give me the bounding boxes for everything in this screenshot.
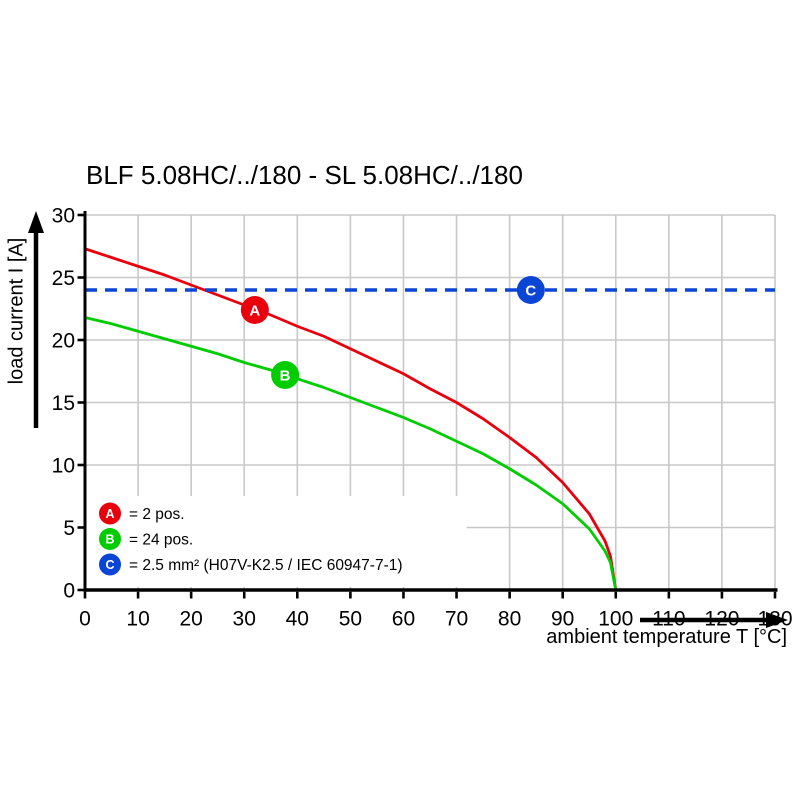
x-tick-label: 10 (126, 607, 149, 630)
marker-a-letter: A (249, 303, 260, 320)
legend-swatch-c-letter: C (105, 558, 114, 572)
chart-title: BLF 5.08HC/../180 - SL 5.08HC/../180 (86, 160, 523, 190)
marker-b-letter: B (280, 368, 291, 385)
legend-swatch-b-letter: B (105, 533, 114, 547)
legend-label-b: = 24 pos. (129, 532, 193, 549)
y-tick-label: 20 (52, 330, 75, 353)
x-tick-label: 50 (339, 607, 362, 630)
x-tick-label: 60 (392, 607, 415, 630)
x-tick-label: 30 (233, 607, 256, 630)
y-tick-label: 30 (52, 205, 75, 228)
legend-swatch-b-icon (99, 528, 121, 550)
curve-b (84, 316, 618, 591)
legend-swatch-a-letter: A (105, 507, 114, 521)
y-axis-arrowhead-icon (28, 211, 44, 233)
legend-background (86, 496, 467, 587)
x-tick-label: 40 (286, 607, 309, 630)
x-axis-label: ambient temperature T [°C] (546, 626, 787, 648)
y-axis-label: load current I [A] (5, 237, 28, 385)
curve-a (84, 247, 618, 591)
y-tick-label: 25 (52, 267, 75, 290)
marker-a-icon (240, 296, 269, 324)
legend-label-c: = 2.5 mm² (H07V-K2.5 / IEC 60947-7-1) (129, 557, 403, 574)
marker-c-icon (516, 276, 545, 304)
y-tick-label: 0 (63, 580, 75, 603)
x-tick-label: 0 (79, 607, 91, 630)
x-tick-label: 20 (179, 607, 202, 630)
y-tick-label: 15 (52, 392, 75, 415)
y-tick-label: 10 (52, 455, 75, 478)
y-tick-label: 5 (63, 517, 75, 540)
marker-c-letter: C (525, 283, 536, 300)
x-tick-label: 70 (445, 607, 468, 630)
x-tick-label: 90 (551, 607, 574, 630)
legend-label-a: = 2 pos. (129, 506, 185, 523)
x-tick-label: 80 (498, 607, 521, 630)
legend-swatch-a-icon (99, 502, 121, 525)
legend-swatch-c-icon (99, 553, 121, 576)
x-tick-label: 100 (598, 607, 633, 630)
x-axis-arrowhead-icon (766, 612, 788, 628)
marker-b-icon (271, 361, 300, 389)
